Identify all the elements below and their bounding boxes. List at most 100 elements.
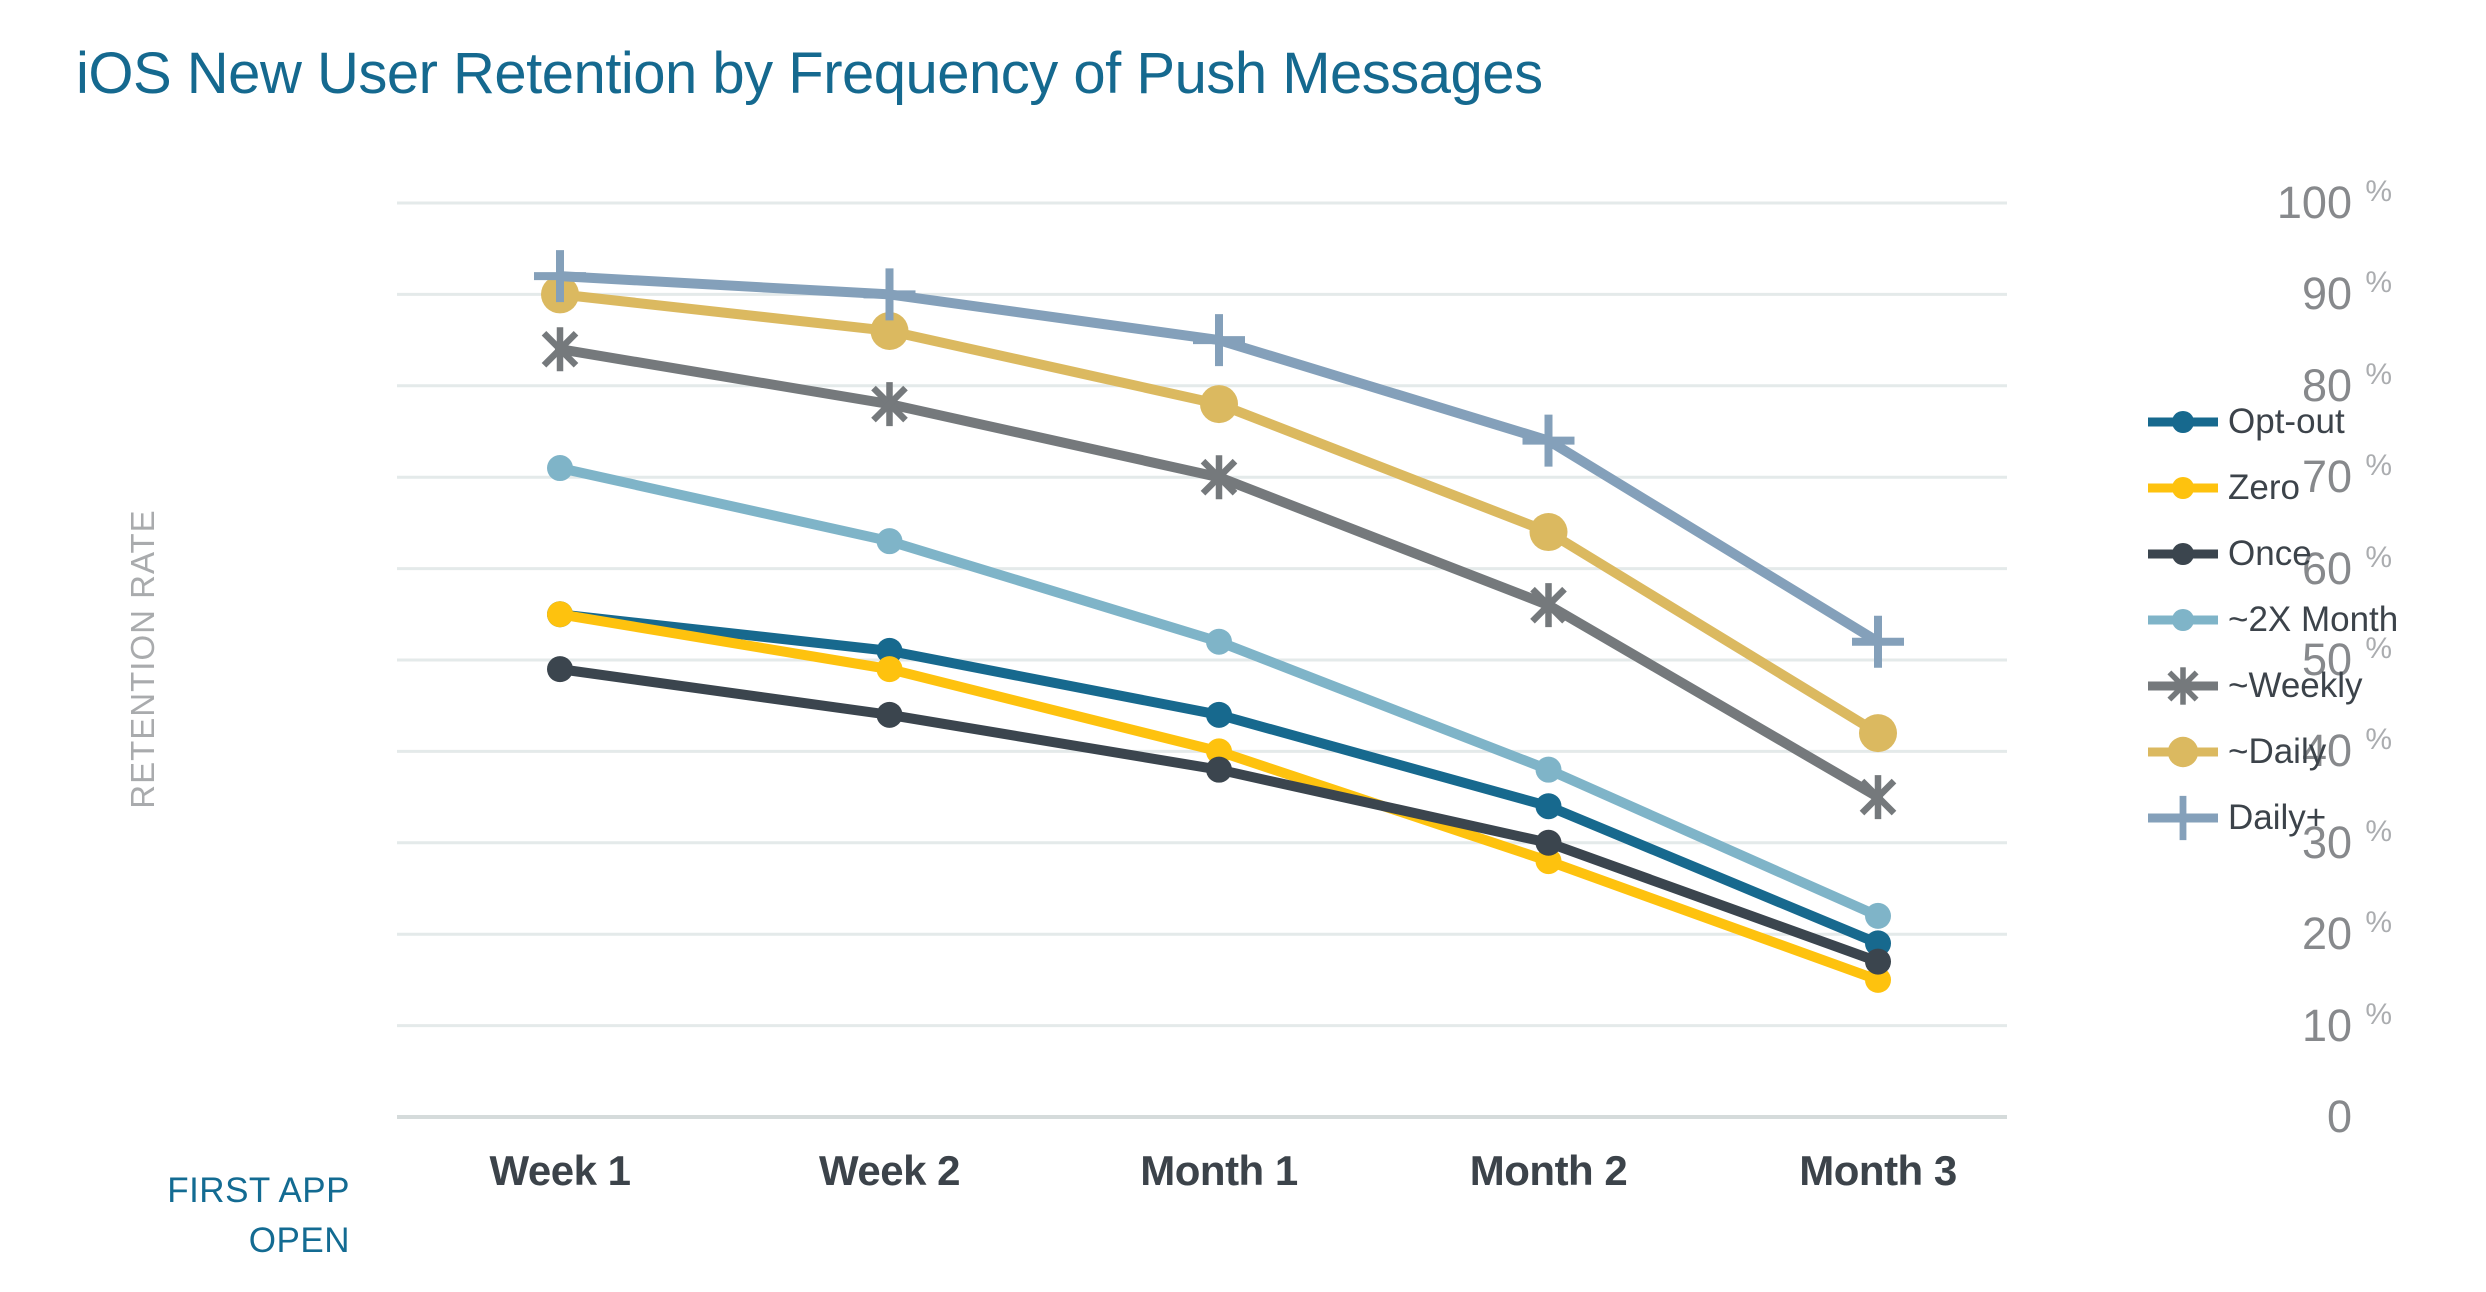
data-point-marker[interactable]: [1859, 778, 1897, 816]
data-point-marker[interactable]: [876, 637, 903, 664]
y-tick-value: 50: [2301, 634, 2352, 685]
y-tick-percent-sign: %: [2365, 540, 2392, 574]
x-label-month-2: Month 2: [1469, 1147, 1628, 1194]
y-tick-value: 80: [2301, 359, 2352, 411]
y-tick-value: 70: [2301, 451, 2352, 503]
legend-item-once[interactable]: Once: [2146, 521, 2398, 587]
data-point-marker[interactable]: [2171, 608, 2195, 632]
x-label-week-1: Week 1: [489, 1147, 632, 1194]
legend-label: Daily+: [2228, 798, 2327, 837]
data-point-marker[interactable]: [2171, 476, 2195, 500]
data-point-marker[interactable]: [547, 455, 573, 482]
series-daily: [541, 275, 1897, 753]
data-point-marker[interactable]: [1206, 756, 1232, 783]
y-tick-value: 60: [2301, 542, 2352, 594]
y-tick-percent-sign: %: [2365, 175, 2392, 208]
y-tick-percent-sign: %: [2365, 997, 2392, 1031]
data-point-marker[interactable]: [870, 311, 909, 350]
data-point-marker[interactable]: [1206, 701, 1232, 728]
data-point-marker[interactable]: [871, 385, 908, 423]
2x-month-legend-marker-icon: [2148, 608, 2218, 632]
legend-label: Zero: [2228, 468, 2300, 507]
data-point-marker[interactable]: [1206, 738, 1232, 765]
y-tick-percent-sign: %: [2365, 449, 2392, 483]
y-tick-value: 10: [2301, 999, 2352, 1051]
data-point-marker[interactable]: [1530, 586, 1567, 624]
data-point-marker[interactable]: [1535, 793, 1562, 820]
data-point-marker[interactable]: [2171, 542, 2195, 566]
legend-label: ~2X Month: [2228, 600, 2399, 639]
y-tick-0: 0: [2327, 1090, 2392, 1144]
legend-label: Opt-out: [2228, 402, 2345, 441]
y-tick-value: 40: [2301, 725, 2352, 777]
data-point-marker[interactable]: [1535, 829, 1562, 856]
legend-label: ~Weekly: [2228, 666, 2363, 705]
y-tick-20: 20%: [2301, 906, 2392, 961]
x-label-month-3: Month 3: [1799, 1147, 1957, 1194]
legend-item-2x-month[interactable]: ~2X Month: [2146, 587, 2398, 653]
legend-item-weekly[interactable]: ~Weekly: [2146, 653, 2398, 719]
zero-legend-marker-icon: [2148, 476, 2218, 500]
data-point-marker[interactable]: [1859, 714, 1897, 753]
data-point-marker[interactable]: [1865, 948, 1891, 975]
x-axis-origin-label: FIRST APP OPEN: [167, 1171, 350, 1260]
legend-item-zero[interactable]: Zero: [2146, 455, 2398, 521]
data-point-marker[interactable]: [2167, 670, 2199, 702]
data-point-marker[interactable]: [1529, 513, 1568, 552]
y-tick-percent-sign: %: [2365, 632, 2392, 665]
legend-label: ~Daily: [2228, 732, 2327, 771]
series-2x-month: [547, 455, 1891, 929]
daily-plus-legend-marker-icon: [2148, 795, 2218, 841]
data-point-marker[interactable]: [876, 528, 903, 555]
opt-out-legend-marker-icon: [2148, 410, 2218, 434]
y-tick-percent-sign: %: [2365, 357, 2392, 391]
y-tick-value: 90: [2301, 268, 2352, 320]
x-label-week-2: Week 2: [819, 1147, 961, 1194]
series-daily-plus: [534, 250, 1904, 668]
y-tick-percent-sign: %: [2365, 814, 2392, 848]
y-tick-10: 10%: [2301, 997, 2392, 1053]
y-tick-30: 30%: [2302, 814, 2392, 870]
data-point-marker[interactable]: [541, 330, 579, 368]
data-point-marker[interactable]: [1865, 930, 1891, 957]
legend-item-daily-plus[interactable]: Daily+: [2146, 785, 2398, 851]
y-tick-value: 100: [2276, 177, 2352, 228]
data-point-marker[interactable]: [547, 656, 573, 683]
series-line-zero[interactable]: [555, 609, 1883, 985]
y-tick-90: 90%: [2301, 266, 2392, 321]
y-tick-40: 40%: [2301, 723, 2392, 778]
data-point-marker[interactable]: [2167, 736, 2199, 768]
weekly-legend-marker-icon: [2148, 667, 2218, 705]
y-tick-50: 50%: [2301, 632, 2392, 687]
y-tick-percent-sign: %: [2365, 906, 2392, 940]
y-tick-percent-sign: %: [2365, 266, 2392, 300]
data-point-marker[interactable]: [1206, 628, 1232, 655]
data-point-marker[interactable]: [1200, 385, 1238, 424]
data-point-marker[interactable]: [547, 601, 573, 628]
legend-item-opt-out[interactable]: Opt-out: [2146, 389, 2398, 455]
y-tick-60: 60%: [2301, 540, 2392, 596]
legend-item-daily[interactable]: ~Daily: [2146, 719, 2398, 785]
daily-legend-marker-icon: [2148, 736, 2218, 768]
once-legend-marker-icon: [2148, 542, 2218, 566]
y-tick-70: 70%: [2301, 449, 2392, 504]
y-axis-title: RETENTION RATE: [124, 509, 161, 809]
chart-title: iOS New User Retention by Frequency of P…: [76, 41, 1543, 106]
data-point-marker[interactable]: [1865, 902, 1891, 929]
chart-legend: Opt-out Zero Once ~2X Month ~Weekly ~Daily Dai…: [2146, 389, 2398, 851]
y-tick-value: 20: [2301, 908, 2352, 960]
series-once: [547, 656, 1891, 975]
data-point-marker[interactable]: [876, 701, 903, 728]
legend-label: Once: [2228, 534, 2312, 573]
data-point-marker[interactable]: [1535, 756, 1562, 783]
data-point-marker[interactable]: [876, 656, 903, 683]
y-tick-value: 0: [2326, 1091, 2352, 1142]
data-point-marker[interactable]: [1200, 458, 1238, 496]
series-weekly: [541, 327, 1897, 820]
data-point-marker[interactable]: [2171, 410, 2195, 434]
data-point-marker[interactable]: [1535, 848, 1562, 875]
y-tick-percent-sign: %: [2365, 723, 2392, 757]
data-point-marker[interactable]: [1865, 966, 1891, 993]
